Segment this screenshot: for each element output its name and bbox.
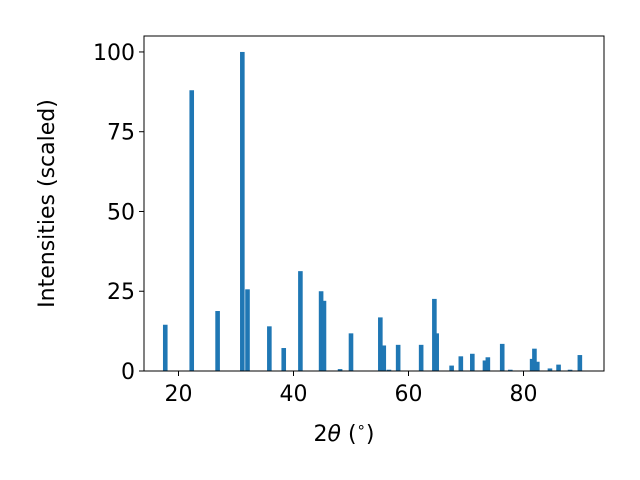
- bar-17: [432, 298, 437, 371]
- bar-19: [449, 365, 454, 371]
- bar-28: [535, 361, 540, 371]
- x-axis-label-degree: ∘: [357, 418, 366, 436]
- bars-group: [162, 51, 583, 372]
- bar-5: [267, 326, 272, 371]
- y-tick-label: 100: [93, 41, 135, 66]
- bar-12: [378, 317, 383, 371]
- bar-21: [470, 353, 475, 371]
- bar-7: [298, 271, 303, 371]
- bar-10: [337, 369, 343, 371]
- bar-29: [547, 368, 553, 371]
- y-tick-label: 0: [121, 360, 135, 385]
- bar-25: [507, 369, 513, 371]
- bar-13: [381, 345, 387, 371]
- bar-23: [485, 357, 491, 371]
- y-tick-label: 75: [107, 121, 135, 146]
- bar-20: [458, 356, 464, 371]
- bar-2: [215, 311, 220, 371]
- bar-3: [240, 51, 245, 371]
- x-axis-label-open: (: [341, 422, 357, 447]
- bar-14: [386, 369, 392, 371]
- bar-8: [318, 291, 324, 371]
- bar-31: [567, 369, 573, 371]
- bar-9: [321, 300, 327, 371]
- bar-18: [434, 333, 439, 371]
- bar-16: [418, 344, 424, 371]
- bar-32: [577, 355, 583, 371]
- bar-11: [348, 333, 354, 371]
- x-axis-label-close: ): [366, 422, 375, 447]
- x-tick-label: 80: [510, 382, 538, 407]
- bar-6: [281, 348, 287, 371]
- x-tick-label: 40: [280, 382, 308, 407]
- x-axis-ticks: 20 40 60 80: [165, 371, 538, 407]
- y-tick-label: 50: [107, 200, 135, 225]
- y-axis-label: Intensities (scaled): [35, 99, 60, 308]
- y-axis-ticks: 0 25 50 75 100: [93, 41, 144, 385]
- x-tick-label: 20: [165, 382, 193, 407]
- bar-24: [499, 343, 505, 371]
- x-axis-label-theta: θ: [327, 422, 341, 447]
- plot-frame: [143, 35, 605, 372]
- y-tick-label: 25: [107, 280, 135, 305]
- x-tick-label: 60: [395, 382, 423, 407]
- bar-4: [245, 289, 250, 371]
- bar-30: [556, 364, 561, 371]
- x-axis-label: 2θ (∘): [313, 418, 374, 447]
- bar-0: [162, 324, 168, 371]
- bar-15: [395, 344, 401, 371]
- bar-22: [482, 360, 488, 371]
- bar-27: [532, 348, 537, 371]
- x-axis-label-prefix: 2: [313, 422, 327, 447]
- bar-1: [189, 90, 195, 372]
